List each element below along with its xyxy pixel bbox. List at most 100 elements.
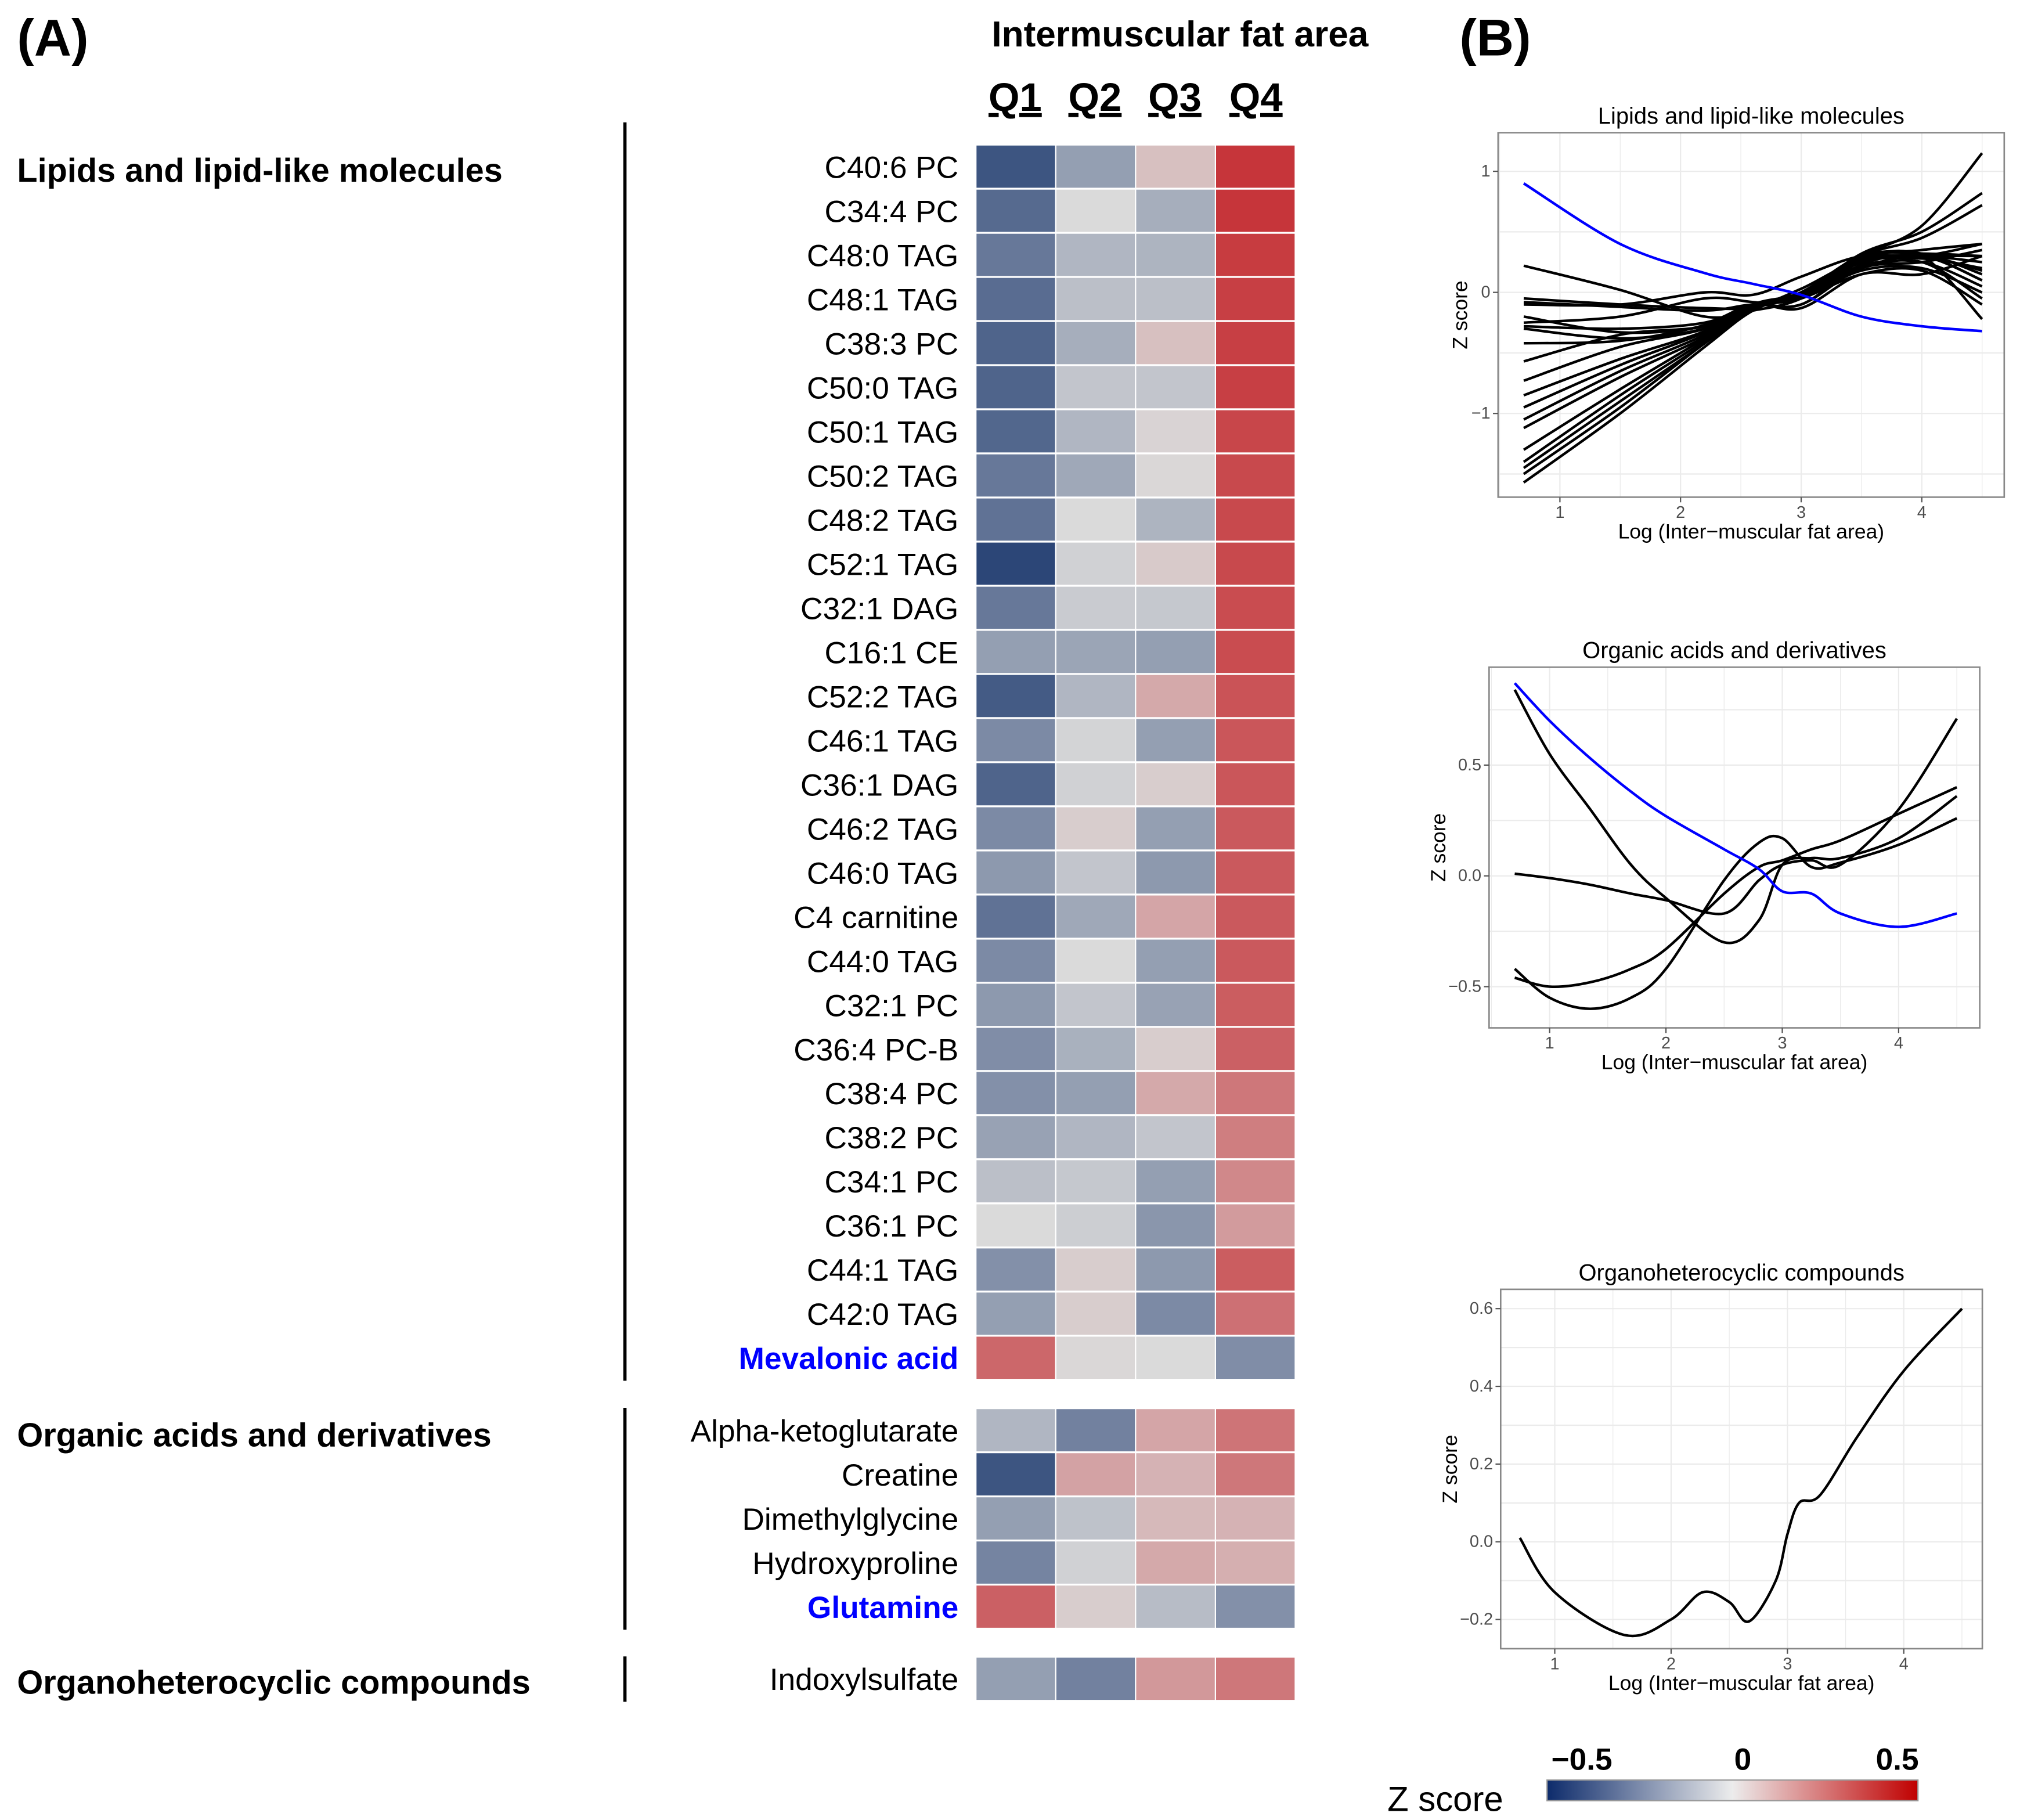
group-label: Lipids and lipid-like molecules [17,152,502,189]
row-label: C38:3 PC [824,327,958,361]
row-label: C32:1 DAG [800,592,958,626]
heatmap-cell [1136,1409,1215,1451]
heatmap-cell [1056,1160,1135,1203]
heatmap-cell [976,851,1055,894]
heatmap-cell [976,1248,1055,1291]
heatmap-cell [1215,410,1295,453]
heatmap-cell [976,233,1055,276]
heatmap-cell [1215,1541,1295,1584]
line-panel-2: 1 2 3 4 −0.5 0.0 0.5 Organic acids and derivati… [1427,638,1981,1074]
group-label: Organic acids and derivatives [17,1417,491,1454]
heatmap-cell [1215,630,1295,673]
heatmap-cell [976,542,1055,585]
heatmap-cell [1136,454,1215,497]
heatmap-cell [1136,498,1215,541]
plot-background [1498,132,2004,498]
heatmap-cell [1136,630,1215,673]
series-line-highlight [1513,682,1957,928]
y-tick-label: 0.0 [1458,867,1481,885]
heatmap-cell [1136,1497,1215,1540]
heatmap-cell [1056,851,1135,894]
row-label: C38:4 PC [824,1077,958,1111]
row-label: C48:0 TAG [807,239,958,273]
heatmap-cell [976,675,1055,718]
heatmap-cell [1215,189,1295,232]
heatmap-cell [976,586,1055,629]
heatmap-cell [1215,1497,1295,1540]
row-label: C38:2 PC [824,1121,958,1155]
y-axis-label: Z score [1427,813,1450,882]
heatmap-cell [1215,1072,1295,1115]
plot-background [1500,1289,1983,1649]
heatmap-cell [1056,366,1135,409]
heatmap-cell [976,895,1055,938]
heatmap-cell [1056,1116,1135,1159]
plot-border [1497,132,2005,498]
heatmap-cell [1215,1248,1295,1291]
heatmap-cell [1215,1028,1295,1071]
series-line [1523,204,1983,469]
heatmap-cell [1215,851,1295,894]
heatmap-cell [976,322,1055,365]
x-tick-label: 4 [1894,1034,1903,1053]
heatmap-cell [1215,1292,1295,1335]
x-axis-label: Log (Inter−muscular fat area) [1608,1671,1875,1695]
row-label: C48:2 TAG [807,503,958,538]
heatmap-cell [1215,498,1295,541]
y-tick-label: −0.5 [1448,977,1481,996]
heatmap-cell [976,1204,1055,1247]
colorbar: −0.5 0 0.5 Z score [1387,1742,1919,1818]
heatmap-cell [976,1336,1055,1379]
row-label: C52:1 TAG [807,547,958,582]
heatmap-cell [1215,366,1295,409]
heatmap-cell [1215,895,1295,938]
heatmap-cell [1136,1248,1215,1291]
heatmap-cell [1215,277,1295,320]
y-tick-label: 0.2 [1470,1455,1493,1473]
heatmap-cell [976,1541,1055,1584]
colorbar-tick-high: 0.5 [1876,1742,1919,1776]
heatmap-cell [1215,983,1295,1026]
heatmap-cell [976,1116,1055,1159]
heatmap-cell [1136,145,1215,188]
x-tick-label: 3 [1783,1655,1792,1673]
x-tick-label: 1 [1545,1034,1554,1053]
heatmap-cell [1215,1204,1295,1247]
heatmap-cell [1136,1160,1215,1203]
column-header-q3: Q3 [1148,75,1202,120]
heatmap-cell [1215,586,1295,629]
heatmap-cell [1056,542,1135,585]
heatmap-cell [1136,542,1215,585]
y-tick-label: 0.5 [1458,756,1481,774]
heatmap-cell [1215,1160,1295,1203]
x-tick-label: 2 [1676,503,1685,522]
heatmap-cell [1136,586,1215,629]
heatmap-cell [976,983,1055,1026]
heatmap-cell [1215,542,1295,585]
series-line [1513,689,1958,945]
heatmap-cell [1056,189,1135,232]
colorbar-tick-low: −0.5 [1552,1742,1613,1776]
heatmap-cell [1136,410,1215,453]
heatmap-cell [1056,233,1135,276]
line-panels: 1 2 3 4 −1 0 1 Lipids and lipid-like molecules L… [1427,103,2005,1695]
heatmap-cell [1056,410,1135,453]
row-label: C42:0 TAG [807,1298,958,1332]
heatmap-cell [1215,1453,1295,1495]
y-tick-label: 0 [1481,283,1491,302]
row-label: C46:1 TAG [807,724,958,758]
y-axis-label: Z score [1449,280,1472,349]
heatmap-cell [1136,1204,1215,1247]
heatmap-cell [1136,277,1215,320]
row-label: C52:2 TAG [807,680,958,714]
row-label: C16:1 CE [824,636,958,670]
heatmap-cell [1136,983,1215,1026]
heatmap-cell [1056,719,1135,762]
heatmap-cell [976,763,1055,806]
x-tick-label: 1 [1555,503,1564,522]
heatmap-cell [1215,1585,1295,1628]
row-label: Creatine [842,1458,958,1493]
heatmap-cell [976,277,1055,320]
x-tick-label: 4 [1917,503,1927,522]
heatmap-cell [976,630,1055,673]
